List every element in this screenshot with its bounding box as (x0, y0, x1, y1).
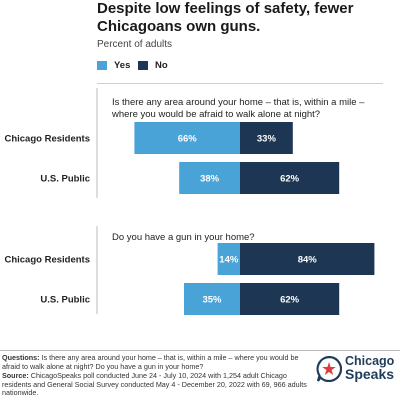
footer-source-text: ChicagoSpeaks poll conducted June 24 - J… (2, 371, 307, 398)
footer-questions-label: Questions: (2, 353, 40, 362)
bar-yes (179, 162, 240, 194)
row-category-label: U.S. Public (40, 295, 90, 306)
footer-source: Source: ChicagoSpeaks poll conducted Jun… (2, 371, 307, 398)
legend-yes-label: Yes (114, 60, 131, 71)
bar-yes (134, 122, 240, 154)
legend-no-label: No (155, 60, 168, 71)
bar-no-value-label: 33% (257, 134, 277, 145)
row-category-label: U.S. Public (40, 174, 90, 185)
header-divider (97, 83, 383, 84)
bar-no-value-label: 62% (280, 174, 300, 185)
bar-yes (184, 283, 240, 315)
bar-yes (217, 243, 240, 275)
question-1-text: Is there any area around your home – tha… (112, 97, 365, 120)
logo-wordmark: Chicago Speaks (345, 354, 395, 382)
question-2-text: Do you have a gun in your home? (112, 232, 255, 243)
bar-no-value-label: 62% (280, 295, 300, 306)
bar-yes-value-label: 38% (200, 174, 220, 185)
logo-line-2: Speaks (345, 366, 395, 382)
legend-yes-swatch (97, 61, 107, 70)
chicago-speaks-logo: Chicago Speaks (316, 354, 398, 384)
footer-notes: Questions: Is there any area around your… (2, 353, 307, 399)
footer-divider (0, 350, 400, 351)
bar-yes-value-label: 14% (219, 255, 239, 266)
bar-no (240, 162, 340, 194)
chart-title: Despite low feelings of safety, fewer Ch… (97, 0, 354, 35)
bar-yes-value-label: 66% (178, 134, 198, 145)
diverging-bar-chart: 66% 33% Chicago Residents 38% 62% U.S. Public… (4, 88, 375, 315)
row-category-label: Chicago Residents (4, 255, 90, 266)
logo-line-1: Chicago (345, 354, 395, 368)
bar-yes-value-label: 35% (202, 295, 222, 306)
footer-questions-text: Is there any area around your home – tha… (2, 353, 299, 371)
chart-subtitle: Percent of adults (97, 39, 173, 50)
legend-no: No (138, 60, 168, 71)
legend-yes: Yes (97, 60, 130, 71)
row-category-label: Chicago Residents (4, 134, 90, 145)
bar-no (240, 243, 375, 275)
bar-no (240, 122, 293, 154)
chicago-star-speech-bubble-icon (316, 356, 342, 382)
legend-no-swatch (138, 61, 148, 70)
footer-source-label: Source: (2, 371, 29, 381)
bar-no-value-label: 84% (298, 255, 318, 266)
bar-no (240, 283, 340, 315)
footer-questions: Questions: Is there any area around your… (2, 353, 307, 371)
